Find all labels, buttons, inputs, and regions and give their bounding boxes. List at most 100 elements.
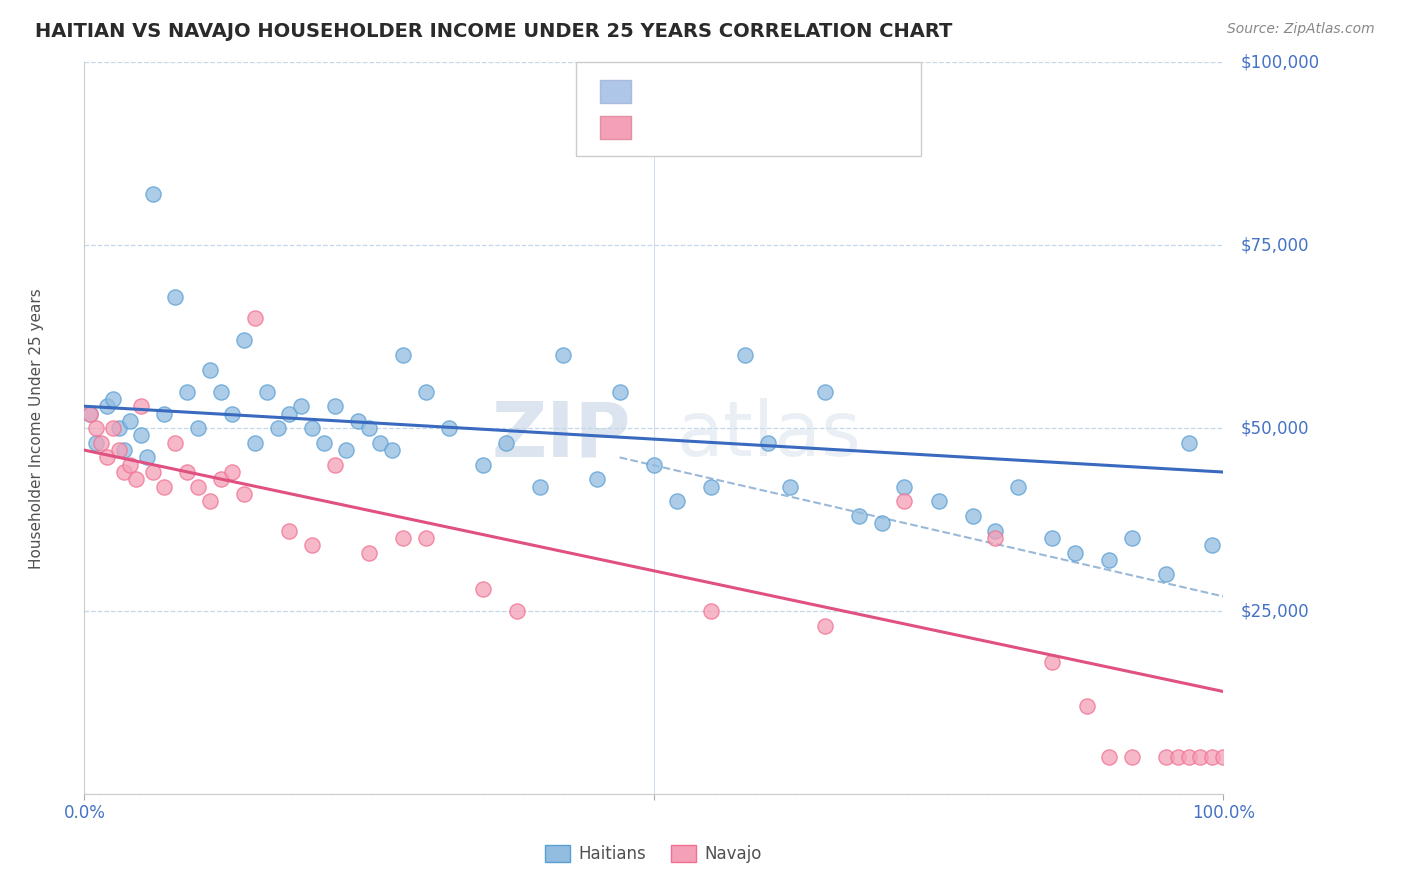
Text: -0.230: -0.230 <box>678 83 742 101</box>
Text: $100,000: $100,000 <box>1240 54 1319 71</box>
Text: R =: R = <box>643 83 682 101</box>
Point <box>472 582 495 596</box>
Point <box>814 384 837 399</box>
Text: Householder Income Under 25 years: Householder Income Under 25 years <box>30 288 45 568</box>
Point <box>551 348 574 362</box>
Text: R =: R = <box>643 119 682 136</box>
Point <box>323 458 346 472</box>
Point <box>700 604 723 618</box>
Point <box>814 618 837 632</box>
Point <box>101 421 124 435</box>
Point <box>1007 480 1029 494</box>
Point <box>176 384 198 399</box>
Point <box>359 545 381 559</box>
Point <box>165 435 187 450</box>
Point <box>118 458 141 472</box>
Point <box>221 407 243 421</box>
Point <box>112 443 135 458</box>
Point <box>1121 531 1143 545</box>
Point <box>370 435 392 450</box>
Point <box>84 421 107 435</box>
Point <box>124 472 146 486</box>
Point <box>187 421 209 435</box>
Point <box>301 421 323 435</box>
Text: HAITIAN VS NAVAJO HOUSEHOLDER INCOME UNDER 25 YEARS CORRELATION CHART: HAITIAN VS NAVAJO HOUSEHOLDER INCOME UND… <box>35 22 952 41</box>
Text: 42: 42 <box>804 119 830 136</box>
Point <box>928 494 950 508</box>
Point <box>1201 538 1223 552</box>
Point <box>142 187 165 202</box>
Point <box>779 480 801 494</box>
Point <box>984 531 1007 545</box>
Point <box>346 414 368 428</box>
Point <box>79 407 101 421</box>
Point <box>187 480 209 494</box>
Point <box>107 443 129 458</box>
Point <box>198 494 221 508</box>
Point <box>848 508 870 523</box>
Point <box>232 487 254 501</box>
Point <box>278 407 301 421</box>
Point <box>437 421 460 435</box>
Point <box>198 362 221 376</box>
Point <box>84 435 107 450</box>
Point <box>359 421 381 435</box>
Point <box>79 407 101 421</box>
Point <box>1098 750 1121 764</box>
Point <box>209 472 232 486</box>
Point <box>209 384 232 399</box>
Point <box>1201 750 1223 764</box>
Point <box>495 435 517 450</box>
Point <box>586 472 609 486</box>
Point <box>381 443 404 458</box>
Point <box>1178 750 1201 764</box>
Point <box>1189 750 1212 764</box>
Point <box>165 289 187 303</box>
Point <box>131 399 153 413</box>
Point <box>142 465 165 479</box>
Point <box>267 421 290 435</box>
Point <box>415 531 437 545</box>
Point <box>312 435 335 450</box>
Point <box>472 458 495 472</box>
Point <box>506 604 529 618</box>
Text: $50,000: $50,000 <box>1240 419 1309 437</box>
Point <box>245 311 267 326</box>
Text: N =: N = <box>769 83 808 101</box>
Point <box>392 531 415 545</box>
Text: -0.675: -0.675 <box>678 119 742 136</box>
Point <box>870 516 893 531</box>
Point <box>700 480 723 494</box>
Text: $75,000: $75,000 <box>1240 236 1309 254</box>
Text: N =: N = <box>769 119 808 136</box>
Point <box>90 435 112 450</box>
Point <box>962 508 984 523</box>
Point <box>232 334 254 348</box>
Point <box>1064 545 1087 559</box>
Point <box>107 421 129 435</box>
Point <box>1076 699 1098 714</box>
Point <box>118 414 141 428</box>
Point <box>1098 553 1121 567</box>
Point <box>415 384 437 399</box>
Point <box>301 538 323 552</box>
Text: Source: ZipAtlas.com: Source: ZipAtlas.com <box>1227 22 1375 37</box>
Point <box>1178 435 1201 450</box>
Point <box>1156 567 1178 582</box>
Point <box>131 428 153 442</box>
Point <box>221 465 243 479</box>
Point <box>392 348 415 362</box>
Legend: Haitians, Navajo: Haitians, Navajo <box>538 838 769 870</box>
Point <box>290 399 312 413</box>
Point <box>278 524 301 538</box>
Point <box>112 465 135 479</box>
Point <box>136 450 159 465</box>
Point <box>893 480 915 494</box>
Point <box>756 435 779 450</box>
Point <box>335 443 357 458</box>
Point <box>1042 531 1064 545</box>
Text: atlas: atlas <box>676 399 862 473</box>
Point <box>643 458 665 472</box>
Point <box>256 384 278 399</box>
Point <box>1167 750 1189 764</box>
